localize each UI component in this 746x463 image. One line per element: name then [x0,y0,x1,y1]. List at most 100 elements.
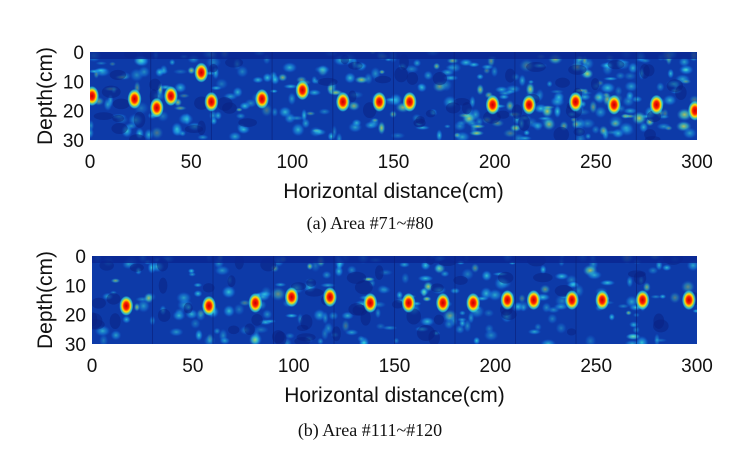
x-tick-label: 50 [182,356,203,377]
hotspot-mark [401,292,416,313]
heatmap-texture [307,89,322,96]
heatmap-dark-patch [225,57,244,68]
heatmap-texture [419,287,430,296]
heatmap-dark-patch [433,314,444,325]
heatmap-texture [374,307,382,319]
hotspot-mark [435,292,450,313]
heatmap-texture [459,58,473,67]
heatmap-texture [171,122,183,136]
panel-caption: (a) Area #71~#80 [307,213,434,234]
hotspot-mark [526,290,541,310]
y-tick-label: 30 [65,335,86,356]
heatmap-texture [539,284,551,295]
heatmap-texture [599,82,616,94]
heatmap-texture [322,311,329,325]
x-tick-label: 50 [181,152,202,173]
heatmap-dark-patch [392,300,404,309]
heatmap-texture [466,119,479,128]
heatmap-texture [628,321,639,328]
heatmap-texture [327,131,336,140]
hotspot-mark [500,290,515,310]
heatmap-texture [512,301,524,312]
heatmap-dark-patch [653,319,669,333]
heatmap-texture [219,336,231,344]
heatmap-texture [194,329,203,342]
heatmap-texture [93,67,108,73]
hotspot-mark [402,91,417,112]
heatmap-texture [155,67,165,78]
x-tick-label: 0 [85,152,96,173]
y-tick-label: 0 [73,43,84,64]
heatmap-dark-patch [406,72,419,85]
heatmap-texture [169,327,184,337]
x-axis-label: Horizontal distance(cm) [283,180,504,203]
heatmap-dark-patch [296,324,309,332]
heatmap-texture [305,111,316,116]
heatmap-texture [328,311,339,321]
heatmap-dark-patch [228,325,240,335]
hotspot-mark [248,292,263,313]
heatmap-texture [555,322,567,334]
heatmap-texture [103,97,113,112]
heatmap-texture [505,100,515,112]
hotspot-mark [372,91,387,112]
heatmap-texture [314,65,331,74]
heatmap-texture [626,275,634,288]
heatmap-texture [274,282,287,288]
heatmap-texture [416,82,427,93]
heatmap-texture [270,74,280,85]
heatmap-texture [440,270,450,278]
heatmap-texture [678,56,691,68]
heatmap-texture [617,303,630,309]
heatmap-dark-patch [272,330,285,344]
heatmap-texture [110,330,122,341]
heatmap-texture [137,65,151,78]
heatmap-texture [624,80,639,92]
heatmap-texture [609,119,622,128]
heatmap-texture [517,135,532,140]
heatmap-texture [422,296,432,302]
heatmap-texture [133,302,141,312]
x-tick-label: 250 [580,356,612,377]
heatmap-texture [650,294,662,299]
heatmap-dark-patch [555,77,570,88]
heatmap-texture [390,132,406,140]
heatmap-texture [384,97,399,103]
heatmap-texture [598,125,609,136]
heatmap-texture [661,264,672,272]
heatmap-texture [187,66,196,75]
heatmap-texture [344,329,359,336]
heatmap-dark-patch [501,309,517,320]
heatmap-dark-patch [296,333,316,342]
heatmap-texture [210,85,223,91]
heatmap-texture [591,125,600,135]
heatmap-texture [602,92,610,98]
heatmap-dark-patch [566,328,577,336]
heatmap-texture [433,62,441,70]
heatmap-texture [669,291,681,304]
heatmap-plot [92,256,697,344]
heatmap-dark-patch [305,288,324,297]
heatmap-texture [623,71,637,81]
y-tick-label: 30 [63,131,84,152]
hotspot-mark [163,86,178,106]
heatmap-texture [584,132,592,140]
heatmap-dark-patch [158,277,168,294]
hotspot-mark [649,94,664,115]
heatmap-dark-patch [483,110,501,124]
heatmap-texture [594,106,607,119]
heatmap-texture [476,83,485,96]
heatmap-texture [682,127,697,139]
heatmap-texture [381,325,398,331]
heatmap-dark-patch [643,64,655,77]
heatmap-texture [271,107,279,117]
heatmap-texture [473,336,481,344]
heatmap-texture [205,56,222,69]
heatmap-texture [278,106,292,118]
heatmap-texture [396,290,404,300]
y-axis-label: Depth(cm) [34,251,57,349]
x-tick-label: 150 [378,152,410,173]
heatmap-texture [188,271,197,277]
heatmap-texture [252,76,264,84]
heatmap-texture [168,58,176,66]
